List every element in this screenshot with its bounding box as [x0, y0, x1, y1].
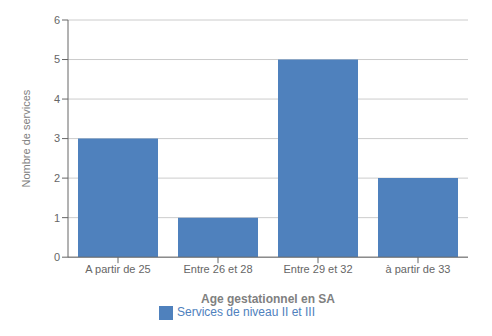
svg-text:à partir de 33: à partir de 33: [386, 263, 451, 275]
svg-text:4: 4: [54, 93, 60, 105]
svg-text:3: 3: [54, 132, 60, 144]
svg-text:Entre 29 et 32: Entre 29 et 32: [283, 263, 352, 275]
html-text:Services de niveau II et III: Services de niveau II et III: [177, 305, 315, 320]
svg-text:1: 1: [54, 212, 60, 224]
svg-text:Age gestationnel en SA: Age gestationnel en SA: [201, 292, 335, 306]
svg-text:6: 6: [54, 14, 60, 26]
svg-text:A partir de 25: A partir de 25: [85, 263, 150, 275]
svg-text:Entre 26 et 28: Entre 26 et 28: [183, 263, 252, 275]
svg-text:2: 2: [54, 172, 60, 184]
svg-text:5: 5: [54, 53, 60, 65]
svg-text:Nombre de services: Nombre de services: [20, 89, 32, 187]
svg-text:0: 0: [54, 251, 60, 263]
